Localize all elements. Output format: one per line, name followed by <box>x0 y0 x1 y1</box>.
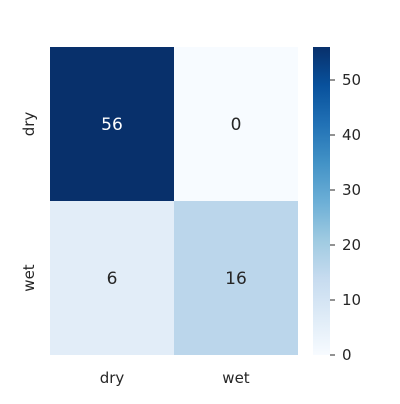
y-tick-label: wet <box>20 264 38 291</box>
cell-value-label: 56 <box>101 115 123 135</box>
cell-value-label: 0 <box>231 115 242 135</box>
x-axis-tick-labels: dry wet <box>100 369 250 387</box>
heatmap-cell-wet-dry <box>50 201 174 355</box>
heatmap-cells <box>50 47 298 355</box>
colorbar-tick-label: 0 <box>342 346 352 364</box>
heatmap-cell-dry-wet <box>174 47 298 201</box>
cell-value-label: 16 <box>225 269 247 289</box>
colorbar-tick-label: 20 <box>342 236 361 254</box>
y-tick-label: dry <box>20 112 38 137</box>
colorbar-tick-label: 50 <box>342 71 361 89</box>
x-tick-label: dry <box>100 369 125 387</box>
colorbar-tick-label: 40 <box>342 126 361 144</box>
cell-value-label: 6 <box>107 269 118 289</box>
x-tick-label: wet <box>222 369 249 387</box>
colorbar <box>313 47 330 355</box>
y-axis-tick-labels: dry wet <box>20 112 38 292</box>
heatmap-cell-wet-wet <box>174 201 298 355</box>
colorbar-tick-label: 10 <box>342 291 361 309</box>
colorbar-tick-label: 30 <box>342 181 361 199</box>
heatmap-cell-dry-dry <box>50 47 174 201</box>
heatmap-cell-labels: 56 0 6 16 <box>101 115 247 289</box>
colorbar-tick-labels: 0 10 20 30 40 50 <box>330 71 361 364</box>
